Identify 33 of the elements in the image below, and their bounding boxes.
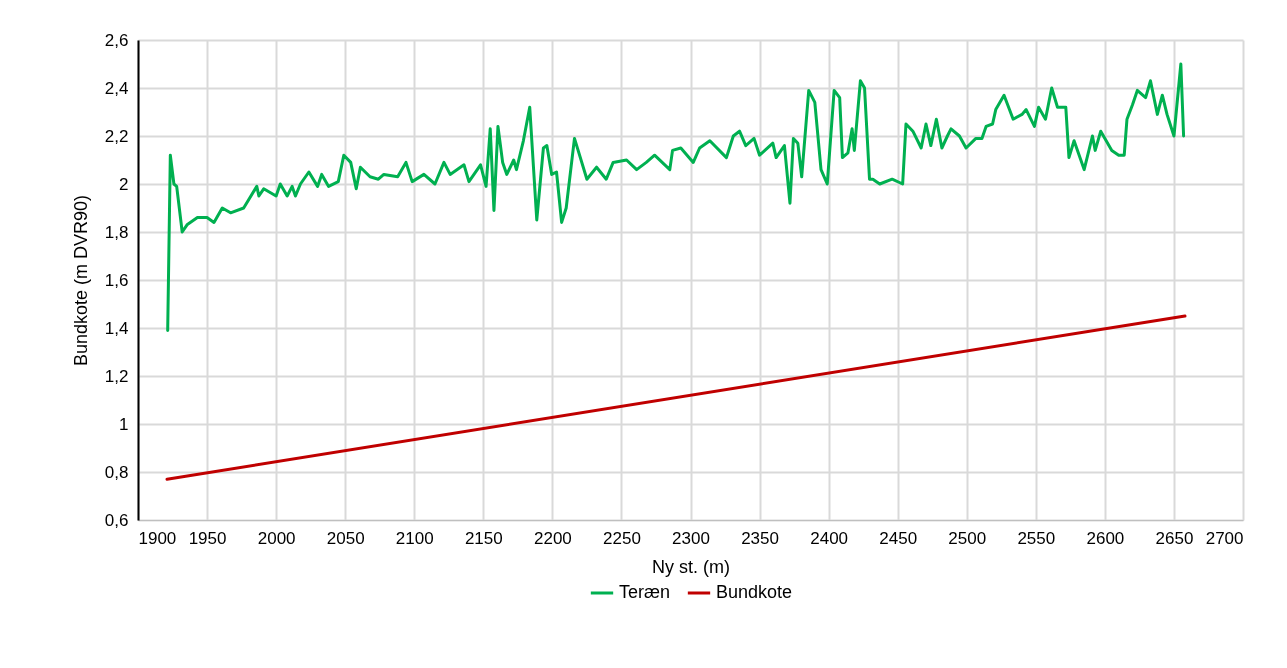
x-tick-label: 2100: [395, 528, 434, 548]
y-tick-label: 2: [119, 174, 129, 194]
x-tick-label: 2350: [741, 528, 779, 548]
x-tick-label: 2650: [1155, 528, 1194, 548]
x-tick-label: 2050: [326, 528, 365, 548]
x-tick-label: 2250: [603, 528, 641, 548]
line-series: [166, 62, 1186, 332]
x-tick-label: 2200: [533, 528, 572, 548]
x-tick-label: 2000: [257, 528, 296, 548]
y-tick-label: 1,4: [104, 318, 129, 338]
y-axis-title: Bundkote (m DVR90): [70, 194, 91, 367]
legend-label: Teræn: [619, 582, 671, 602]
x-tick-label: 1900: [138, 528, 177, 548]
y-tick-label: 2,4: [104, 78, 129, 98]
y-tick-label: 0,6: [104, 510, 129, 530]
x-tick-label: 2700: [1205, 528, 1244, 548]
x-tick-label: 1950: [188, 528, 227, 548]
y-tick-label: 0,8: [104, 462, 129, 482]
y-tick-label: 1,8: [104, 222, 129, 242]
y-tick-label: 1,2: [104, 366, 129, 386]
x-tick-label: 2550: [1017, 528, 1056, 548]
x-axis-title: Ny st. (m): [652, 556, 730, 577]
x-tick-label: 2400: [810, 528, 849, 548]
y-tick-label: 2,6: [104, 30, 129, 50]
y-tick-label: 2,2: [104, 126, 129, 146]
x-tick-label: 2150: [464, 528, 503, 548]
legend-label: Bundkote: [716, 582, 793, 602]
x-tick-label: 2300: [672, 528, 710, 548]
x-tick-label: 2600: [1086, 528, 1125, 548]
x-tick-label: 2450: [879, 528, 918, 548]
x-tick-label: 2500: [948, 528, 987, 548]
y-tick-label: 1: [119, 414, 129, 434]
y-tick-label: 1,6: [104, 270, 129, 290]
